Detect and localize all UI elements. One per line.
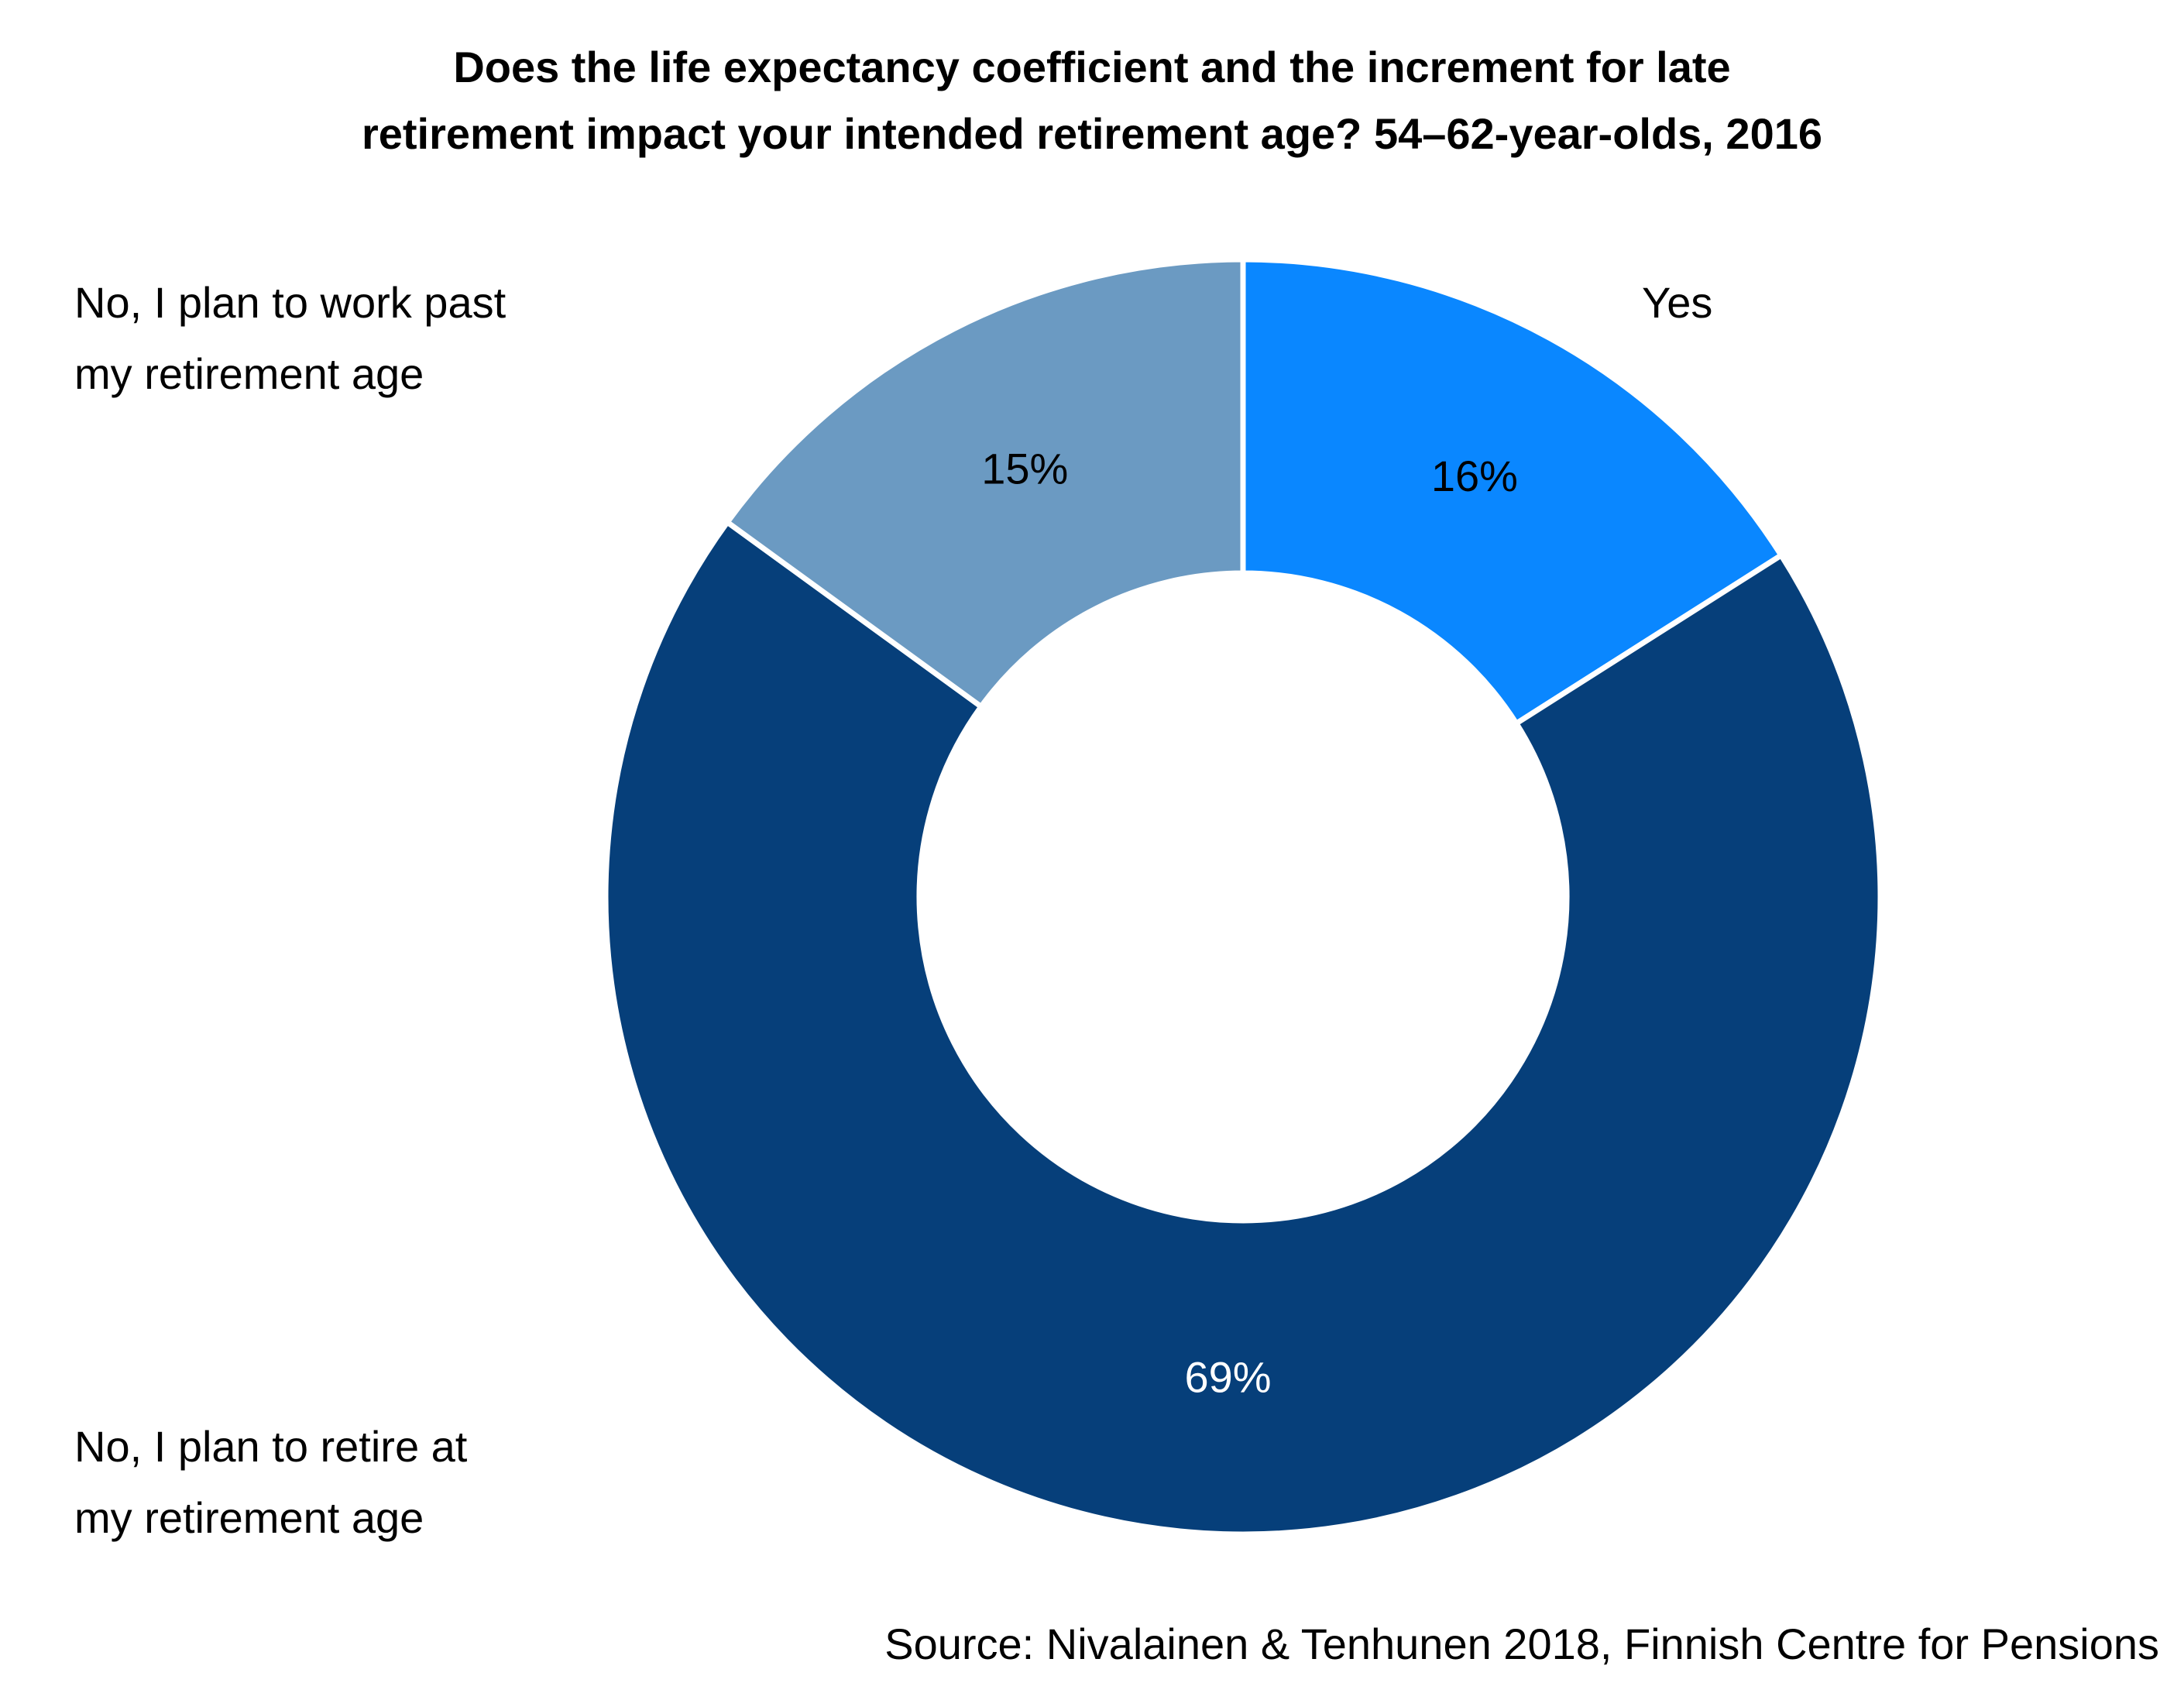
data-label-work-past: 15% — [981, 445, 1068, 493]
legend-label-work-past-line-2: my retirement age — [74, 349, 424, 398]
chart-source: Source: Nivalainen & Tenhunen 2018, Finn… — [884, 1619, 2159, 1668]
donut-slice-yes — [1240, 256, 1785, 727]
legend-label-retire-at: No, I plan to retire at my retirement ag… — [74, 1411, 467, 1554]
legend-label-retire-at-line-2: my retirement age — [74, 1493, 424, 1542]
legend-label-yes-line-1: Yes — [1642, 278, 1713, 327]
chart-title-line-1: Does the life expectancy coefficient and… — [453, 43, 1731, 91]
donut-slice-work-past — [723, 256, 1246, 711]
legend-label-yes: Yes — [1642, 267, 1712, 338]
legend-label-retire-at-line-1: No, I plan to retire at — [74, 1422, 468, 1471]
data-label-retire-at: 69% — [1184, 1353, 1271, 1402]
legend-label-work-past-line-1: No, I plan to work past — [74, 278, 507, 327]
chart-title-line-2: retirement impact your intended retireme… — [361, 109, 1823, 158]
donut-slice-retire-at — [603, 518, 1884, 1537]
data-label-yes: 16% — [1431, 452, 1518, 500]
legend-label-work-past: No, I plan to work past my retirement ag… — [74, 267, 506, 410]
